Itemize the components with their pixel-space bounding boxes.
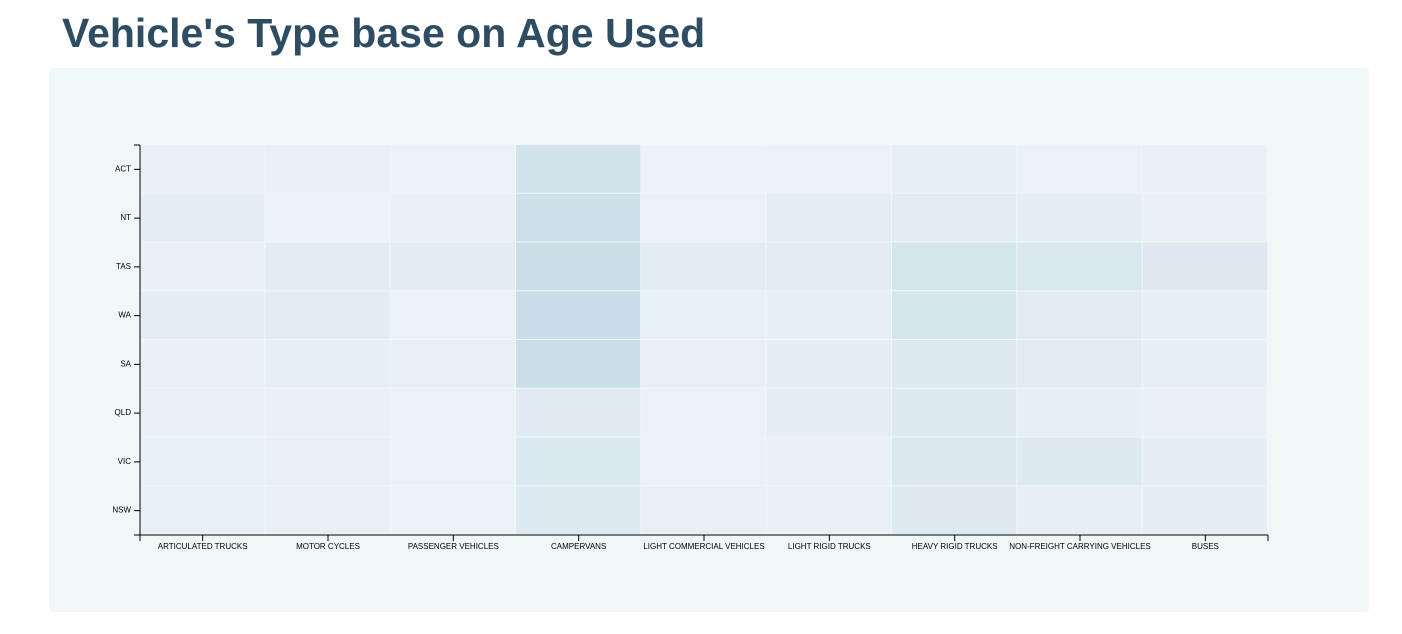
heatmap-cell <box>641 193 766 242</box>
heatmap-cell <box>140 437 265 486</box>
heatmap-cell <box>766 145 891 193</box>
heatmap-cell <box>140 193 265 242</box>
heatmap-cell <box>390 486 515 534</box>
heatmap-cell <box>516 291 641 339</box>
heatmap-cell <box>390 388 515 437</box>
heatmap-cell <box>641 340 766 388</box>
heatmap-cell <box>516 486 641 534</box>
heatmap-cell <box>516 193 641 242</box>
heatmap-cell <box>1017 340 1142 388</box>
x-tick-label: PASSENGER VEHICLES <box>408 542 499 551</box>
heatmap-cell <box>766 486 891 534</box>
heatmap-cell <box>1142 437 1267 486</box>
heatmap-cells <box>140 145 1267 534</box>
heatmap-cell <box>140 486 265 534</box>
heatmap-cell <box>516 340 641 388</box>
y-tick-label: SA <box>120 359 131 368</box>
heatmap-cell <box>1142 145 1267 193</box>
heatmap-cell <box>390 145 515 193</box>
x-tick-label: CAMPERVANS <box>551 542 606 551</box>
heatmap-cell <box>892 193 1017 242</box>
y-tick-label: WA <box>118 311 131 320</box>
x-tick-label: MOTOR CYCLES <box>296 542 360 551</box>
x-tick-label: LIGHT COMMERCIAL VEHICLES <box>643 542 764 551</box>
heatmap-cell <box>1017 291 1142 339</box>
heatmap-cell <box>265 291 390 339</box>
heatmap-cell <box>1017 437 1142 486</box>
heatmap-cell <box>265 437 390 486</box>
heatmap-cell <box>641 291 766 339</box>
heatmap-cell <box>390 193 515 242</box>
heatmap-cell <box>892 291 1017 339</box>
heatmap-cell <box>1142 242 1267 291</box>
heatmap-chart: ACT NT TAS WA SA QLD VIC NSW ARTICULATED TRUCKS M… <box>112 144 1269 551</box>
heatmap-cell <box>766 242 891 291</box>
x-tick-label: LIGHT RIGID TRUCKS <box>788 542 871 551</box>
heatmap-cell <box>140 242 265 291</box>
heatmap-cell <box>1017 193 1142 242</box>
heatmap-cell <box>1142 340 1267 388</box>
x-tick-label: NON-FREIGHT CARRYING VEHICLES <box>1009 542 1151 551</box>
x-tick-label: BUSES <box>1192 542 1219 551</box>
heatmap-cell <box>390 437 515 486</box>
heatmap-cell <box>1017 145 1142 193</box>
heatmap-cell <box>766 193 891 242</box>
heatmap-cell <box>641 437 766 486</box>
x-tick-label: HEAVY RIGID TRUCKS <box>912 542 998 551</box>
heatmap-cell <box>1017 388 1142 437</box>
x-tick-label: ARTICULATED TRUCKS <box>158 542 248 551</box>
heatmap-cell <box>516 437 641 486</box>
chart-panel: ACT NT TAS WA SA QLD VIC NSW ARTICULATED TRUCKS M… <box>49 68 1369 612</box>
heatmap-cell <box>265 340 390 388</box>
y-tick-label: ACT <box>115 164 131 173</box>
heatmap-cell <box>265 486 390 534</box>
y-tick-label: TAS <box>116 262 131 271</box>
y-tick-label: QLD <box>115 408 132 417</box>
heatmap-cell <box>140 388 265 437</box>
heatmap-cell <box>892 242 1017 291</box>
heatmap-cell <box>892 145 1017 193</box>
heatmap-cell <box>265 145 390 193</box>
heatmap-cell <box>641 388 766 437</box>
heatmap-cell <box>516 242 641 291</box>
heatmap-cell <box>1142 193 1267 242</box>
heatmap-cell <box>390 291 515 339</box>
heatmap-cell <box>766 388 891 437</box>
heatmap-axes: ACT NT TAS WA SA QLD VIC NSW ARTICULATED TRUCKS M… <box>112 144 1269 551</box>
heatmap-cell <box>892 486 1017 534</box>
heatmap-cell <box>390 242 515 291</box>
heatmap-cell <box>1017 242 1142 291</box>
heatmap-cell <box>766 340 891 388</box>
page-title: Vehicle's Type base on Age Used <box>62 10 706 56</box>
y-tick-label: NT <box>120 213 131 222</box>
heatmap-cell <box>892 388 1017 437</box>
heatmap-cell <box>641 486 766 534</box>
heatmap-cell <box>892 340 1017 388</box>
heatmap-cell <box>1142 388 1267 437</box>
heatmap-cell <box>892 437 1017 486</box>
heatmap-cell <box>516 388 641 437</box>
heatmap-cell <box>766 437 891 486</box>
heatmap-cell <box>390 340 515 388</box>
heatmap-cell <box>140 291 265 339</box>
heatmap-cell <box>140 145 265 193</box>
heatmap-cell <box>1142 486 1267 534</box>
heatmap-cell <box>766 291 891 339</box>
heatmap-cell <box>265 193 390 242</box>
heatmap-cell <box>641 145 766 193</box>
heatmap-cell <box>1017 486 1142 534</box>
heatmap-cell <box>641 242 766 291</box>
heatmap-cell <box>140 340 265 388</box>
y-tick-label: NSW <box>112 506 131 515</box>
heatmap-cell <box>1142 291 1267 339</box>
heatmap-cell <box>265 242 390 291</box>
y-tick-label: VIC <box>118 457 132 466</box>
heatmap-cell <box>265 388 390 437</box>
heatmap-cell <box>516 145 641 193</box>
